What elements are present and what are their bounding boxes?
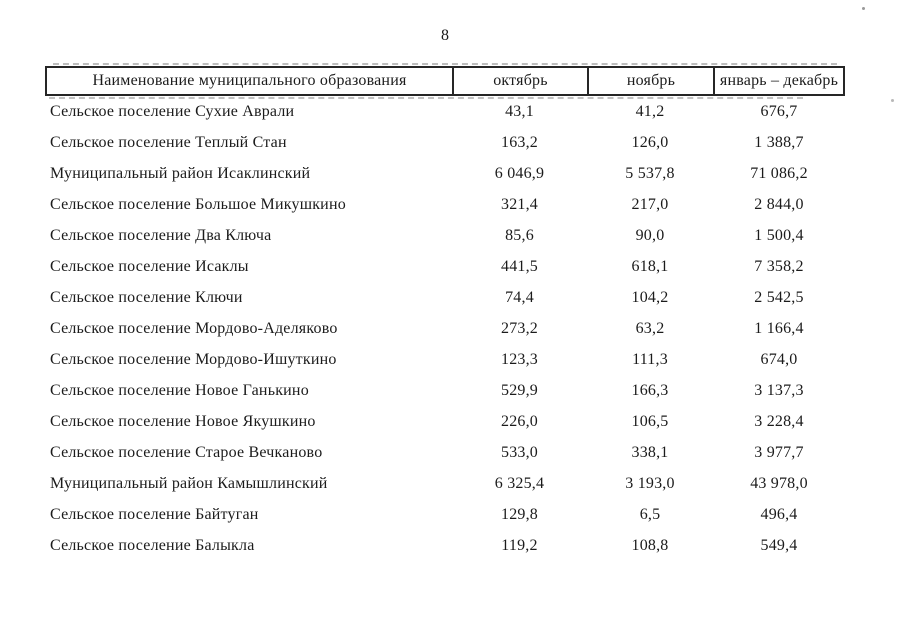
october-value-cell: 43,1 xyxy=(505,102,534,120)
municipality-name-cell: Сельское поселение Теплый Стан xyxy=(50,133,287,151)
jan-dec-value-cell: 3 137,3 xyxy=(754,381,804,399)
municipality-name-cell: Сельское поселение Мордово-Аделяково xyxy=(50,319,338,337)
october-value-cell: 6 325,4 xyxy=(494,474,545,492)
municipality-name-cell: Сельское поселение Байтуган xyxy=(50,505,259,523)
jan-dec-value-cell: 7 358,2 xyxy=(754,257,804,275)
november-value-cell: 217,0 xyxy=(631,195,669,213)
jan-dec-value-cell: 676,7 xyxy=(760,102,798,120)
november-value-cell: 41,2 xyxy=(635,102,665,120)
municipality-name-cell: Сельское поселение Новое Якушкино xyxy=(50,412,316,430)
october-value-cell: 119,2 xyxy=(501,536,538,554)
october-value-cell: 6 046,9 xyxy=(494,164,545,182)
municipality-name-cell: Муниципальный район Исаклинский xyxy=(50,164,311,182)
jan-dec-value-cell: 496,4 xyxy=(760,505,798,523)
november-value-cell: 104,2 xyxy=(631,288,669,306)
table-row: Сельское поселение Ключи 74,4 104,2 2 542,5 xyxy=(45,282,845,313)
table-row: Сельское поселение Новое Ганькино 529,9 16… xyxy=(45,375,845,406)
municipality-name-cell: Муниципальный район Камышлинский xyxy=(50,474,328,492)
october-value-cell: 123,3 xyxy=(501,350,538,368)
october-value-cell: 163,2 xyxy=(501,133,538,151)
table-row: Муниципальный район Исаклинский 6 046,9 5 … xyxy=(45,158,845,189)
municipality-name-cell: Сельское поселение Большое Микушкино xyxy=(50,195,346,213)
table-row: Сельское поселение Исаклы 441,5 618,1 7 358… xyxy=(45,251,845,282)
november-value-cell: 618,1 xyxy=(631,257,669,275)
header-january-december: январь – декабрь xyxy=(713,68,843,94)
jan-dec-value-cell: 1 166,4 xyxy=(754,319,804,337)
jan-dec-value-cell: 71 086,2 xyxy=(750,164,808,182)
municipality-name-cell: Сельское поселение Два Ключа xyxy=(50,226,272,244)
jan-dec-value-cell: 1 388,7 xyxy=(754,133,804,151)
november-value-cell: 63,2 xyxy=(635,319,665,337)
jan-dec-value-cell: 2 542,5 xyxy=(754,288,804,306)
jan-dec-value-cell: 3 977,7 xyxy=(754,443,804,461)
november-value-cell: 126,0 xyxy=(631,133,669,151)
table-header-row: Наименование муниципального образования … xyxy=(45,63,845,99)
table-row: Сельское поселение Балыкла 119,2 108,8 549,… xyxy=(45,530,845,561)
november-value-cell: 108,8 xyxy=(631,536,669,554)
municipality-name-cell: Сельское поселение Сухие Аврали xyxy=(50,102,295,120)
municipality-name-cell: Сельское поселение Исаклы xyxy=(50,257,249,275)
jan-dec-value-cell: 674,0 xyxy=(760,350,798,368)
jan-dec-value-cell: 549,4 xyxy=(760,536,798,554)
table-body: Сельское поселение Сухие Аврали 43,1 41,2 6… xyxy=(45,96,845,561)
table-row: Сельское поселение Сухие Аврали 43,1 41,2 6… xyxy=(45,96,845,127)
table-row: Сельское поселение Большое Микушкино 321,… xyxy=(45,189,845,220)
scan-speck xyxy=(862,7,865,10)
october-value-cell: 321,4 xyxy=(501,195,538,213)
table-row: Муниципальный район Камышлинский 6 325,4 3… xyxy=(45,468,845,499)
municipality-name-cell: Сельское поселение Новое Ганькино xyxy=(50,381,309,399)
october-value-cell: 441,5 xyxy=(501,257,538,275)
november-value-cell: 5 537,8 xyxy=(625,164,675,182)
november-value-cell: 6,5 xyxy=(639,505,661,523)
scan-speck xyxy=(891,99,894,102)
jan-dec-value-cell: 1 500,4 xyxy=(754,226,804,244)
municipality-name-cell: Сельское поселение Ключи xyxy=(50,288,243,306)
october-value-cell: 273,2 xyxy=(501,319,538,337)
november-value-cell: 166,3 xyxy=(631,381,669,399)
jan-dec-value-cell: 43 978,0 xyxy=(750,474,808,492)
november-value-cell: 111,3 xyxy=(632,350,668,368)
november-value-cell: 3 193,0 xyxy=(625,474,675,492)
municipality-name-cell: Сельское поселение Старое Вечканово xyxy=(50,443,323,461)
november-value-cell: 106,5 xyxy=(631,412,669,430)
table-row: Сельское поселение Новое Якушкино 226,0 10… xyxy=(45,406,845,437)
table-row: Сельское поселение Мордово-Ишуткино 123,3… xyxy=(45,344,845,375)
november-value-cell: 338,1 xyxy=(631,443,669,461)
october-value-cell: 74,4 xyxy=(505,288,534,306)
table-row: Сельское поселение Мордово-Аделяково 273,… xyxy=(45,313,845,344)
table-row: Сельское поселение Два Ключа 85,6 90,0 1 50… xyxy=(45,220,845,251)
october-value-cell: 129,8 xyxy=(501,505,538,523)
october-value-cell: 533,0 xyxy=(501,443,538,461)
october-value-cell: 85,6 xyxy=(505,226,534,244)
october-value-cell: 226,0 xyxy=(501,412,538,430)
table-row: Сельское поселение Байтуган 129,8 6,5 496,4 xyxy=(45,499,845,530)
table-row: Сельское поселение Старое Вечканово 533,0… xyxy=(45,437,845,468)
page-number: 8 xyxy=(441,27,449,44)
municipal-statistics-table: Наименование муниципального образования … xyxy=(45,63,845,561)
municipality-name-cell: Сельское поселение Балыкла xyxy=(50,536,255,554)
november-value-cell: 90,0 xyxy=(635,226,665,244)
municipality-name-cell: Сельское поселение Мордово-Ишуткино xyxy=(50,350,337,368)
header-municipality-name: Наименование муниципального образования xyxy=(92,72,407,89)
header-november: ноябрь xyxy=(587,68,713,94)
jan-dec-value-cell: 3 228,4 xyxy=(754,412,804,430)
header-october: октябрь xyxy=(452,68,587,94)
table-row: Сельское поселение Теплый Стан 163,2 126,0… xyxy=(45,127,845,158)
jan-dec-value-cell: 2 844,0 xyxy=(754,195,804,213)
october-value-cell: 529,9 xyxy=(501,381,538,399)
